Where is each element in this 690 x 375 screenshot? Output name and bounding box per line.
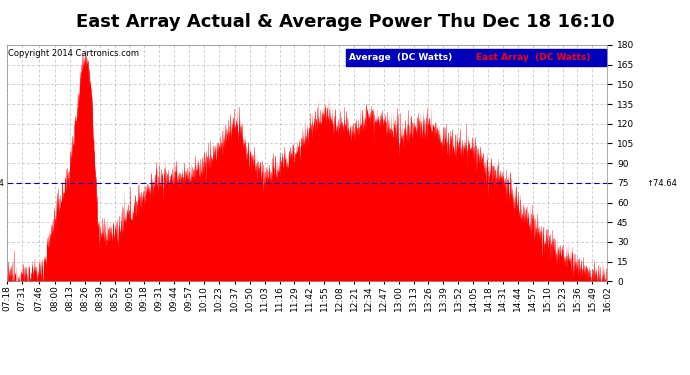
Text: East Array  (DC Watts): East Array (DC Watts): [476, 53, 591, 62]
Text: Average  (DC Watts): Average (DC Watts): [349, 53, 453, 62]
Text: East Array Actual & Average Power Thu Dec 18 16:10: East Array Actual & Average Power Thu De…: [76, 13, 614, 31]
Text: Copyright 2014 Cartronics.com: Copyright 2014 Cartronics.com: [8, 48, 139, 57]
Text: ↑74.64: ↑74.64: [0, 179, 4, 188]
Bar: [346, 48, 606, 66]
Text: ↑74.64: ↑74.64: [646, 179, 677, 188]
